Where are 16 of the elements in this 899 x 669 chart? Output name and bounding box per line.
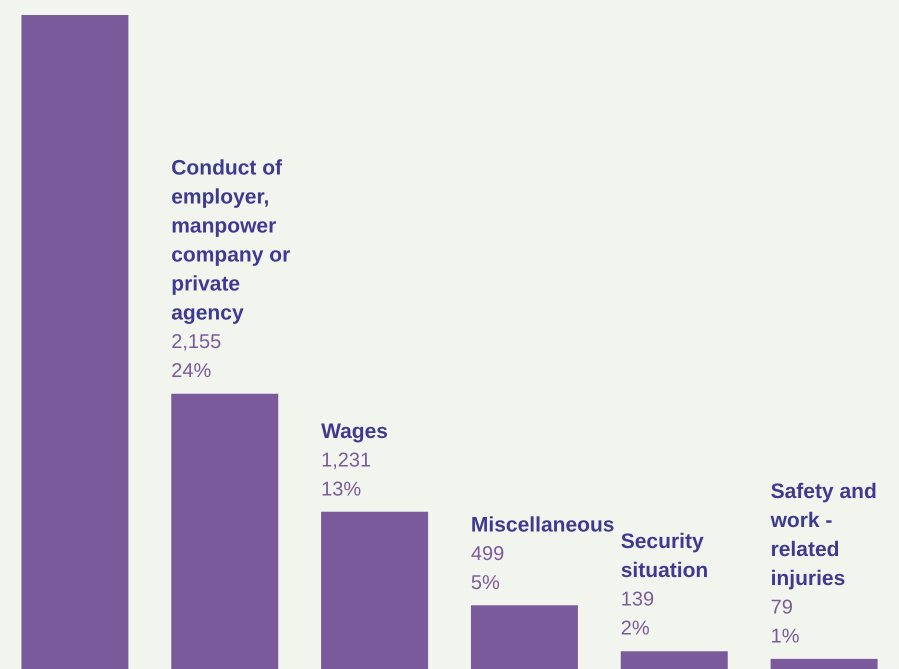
x-tick-label: Safety and work - related injuries xyxy=(770,480,877,590)
bar xyxy=(171,394,278,669)
bar xyxy=(470,605,578,669)
bar xyxy=(620,651,728,669)
x-tick-label: Wages xyxy=(321,420,388,443)
data-label: 79 1% xyxy=(770,596,800,648)
data-label: 499 5% xyxy=(470,542,504,594)
data-label: 1,231 13% xyxy=(321,449,372,500)
bar xyxy=(21,15,128,669)
x-tick-label: Conduct of employer, manpower company or private agency xyxy=(171,156,290,325)
data-label: 2,155 24% xyxy=(171,331,222,382)
bar xyxy=(321,512,428,669)
bar xyxy=(770,658,878,669)
data-label: 139 2% xyxy=(620,588,654,640)
x-tick-label: Security situation xyxy=(620,530,708,582)
x-tick-label: Miscellaneous xyxy=(470,513,614,536)
